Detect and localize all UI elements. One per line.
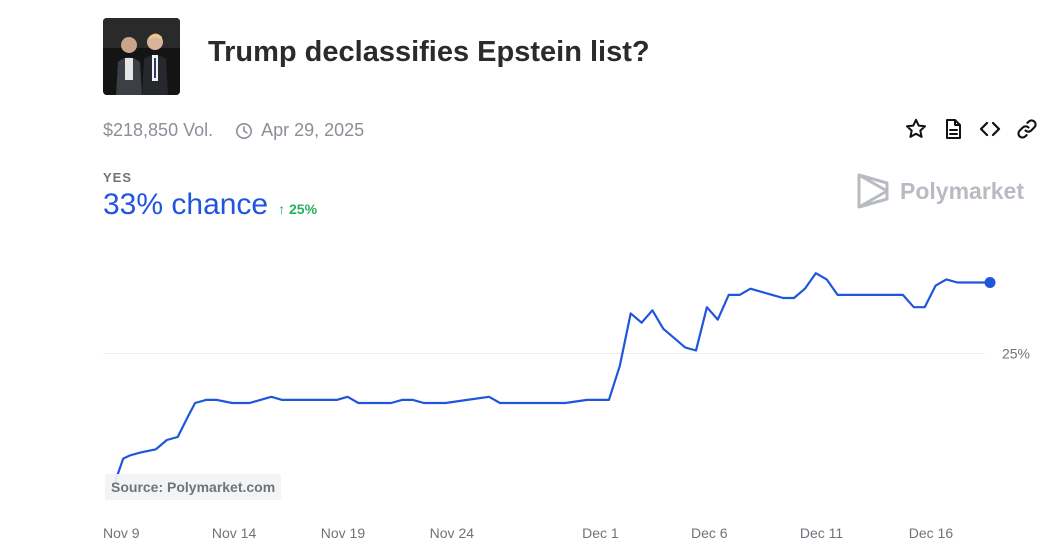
outcome-label: YES — [103, 170, 133, 185]
brand-wordmark: Polymarket — [900, 177, 1025, 204]
document-icon — [946, 119, 961, 139]
star-button[interactable] — [904, 117, 928, 141]
chance-value: 33% chance — [103, 188, 269, 221]
link-icon — [1017, 119, 1037, 139]
clock-icon — [236, 122, 253, 139]
x-tick-label: Dec 16 — [909, 525, 954, 541]
x-tick-label: Nov 24 — [430, 525, 475, 541]
star-icon — [906, 118, 926, 138]
x-tick-label: Nov 9 — [103, 525, 140, 541]
polymarket-logo-icon — [857, 173, 889, 209]
polymarket-logo: Polymarket — [856, 171, 1024, 211]
document-button[interactable] — [941, 117, 965, 141]
x-tick-label: Dec 6 — [691, 525, 728, 541]
market-thumbnail — [103, 18, 180, 95]
code-icon — [979, 121, 1001, 137]
market-title: Trump declassifies Epstein list? — [208, 36, 650, 68]
y-tick-label: 25% — [1002, 346, 1030, 362]
chance-display: 33% chance ↑ 25% — [103, 188, 317, 222]
source-note: Source: Polymarket.com — [105, 474, 282, 500]
end-date-text: Apr 29, 2025 — [261, 120, 365, 140]
copy-link-button[interactable] — [1015, 117, 1039, 141]
portrait-photo-icon — [103, 18, 180, 95]
end-date: Apr 29, 2025 — [235, 120, 364, 141]
x-tick-label: Dec 11 — [800, 525, 844, 541]
chance-change: ↑ 25% — [278, 201, 318, 217]
volume-text: $218,850 Vol. — [103, 120, 214, 140]
action-toolbar — [904, 117, 1039, 141]
series-line-yes — [111, 272, 992, 491]
x-tick-label: Nov 14 — [212, 525, 257, 541]
embed-button[interactable] — [978, 117, 1002, 141]
latest-point-marker — [984, 277, 996, 289]
x-tick-label: Nov 19 — [321, 525, 366, 541]
market-meta: $218,850 Vol. Apr 29, 2025 — [103, 120, 364, 141]
x-tick-label: Dec 1 — [582, 525, 619, 541]
